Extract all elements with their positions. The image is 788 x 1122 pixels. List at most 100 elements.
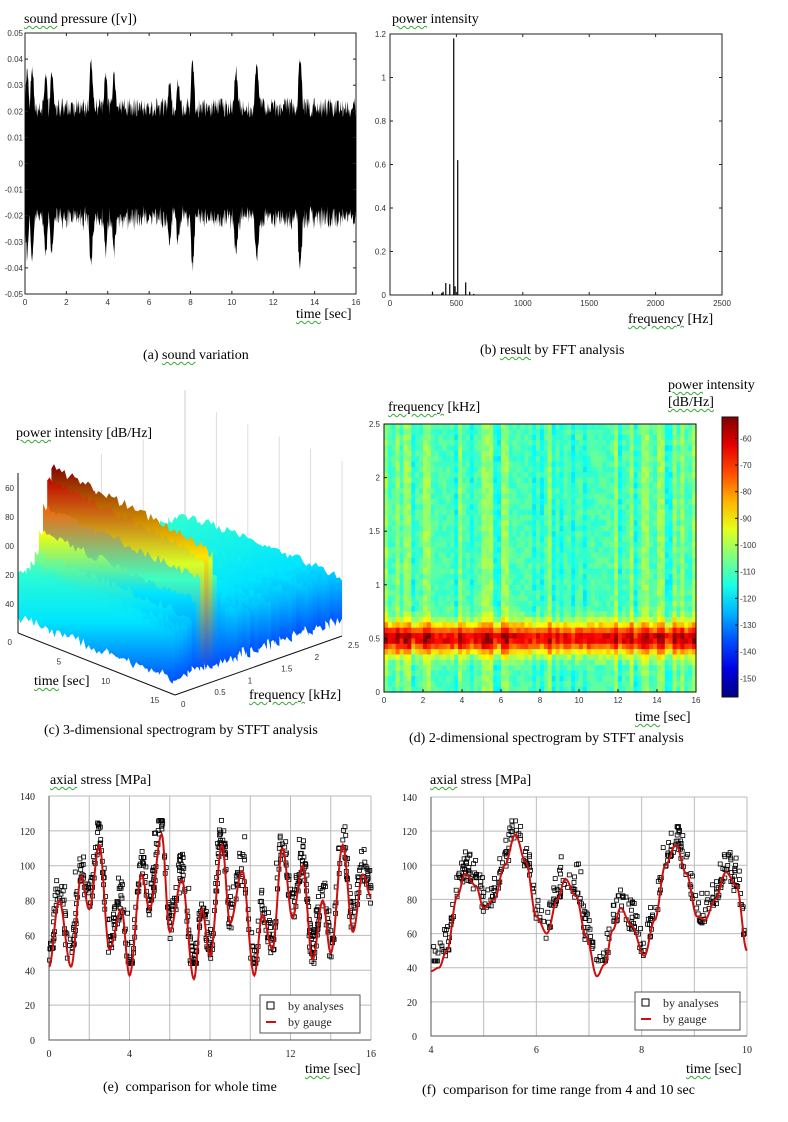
heatmap-cell bbox=[458, 574, 463, 581]
heatmap-cell bbox=[384, 606, 389, 613]
heatmap-cell bbox=[462, 654, 467, 661]
y-tick-label: 0.05 bbox=[7, 29, 23, 38]
heatmap-cell bbox=[602, 622, 607, 629]
heatmap-cell bbox=[512, 525, 518, 532]
heatmap-cell bbox=[641, 606, 646, 613]
heatmap-cell bbox=[430, 643, 436, 650]
heatmap-cell bbox=[594, 541, 600, 548]
heatmap-cell bbox=[395, 665, 401, 672]
heatmap-cell bbox=[547, 499, 553, 505]
heatmap-cell bbox=[438, 445, 444, 452]
heatmap-cell bbox=[516, 638, 522, 645]
heatmap-cell bbox=[676, 504, 681, 511]
heatmap-cell bbox=[692, 424, 697, 430]
heatmap-cell bbox=[657, 638, 662, 645]
heatmap-cell bbox=[419, 600, 424, 607]
heatmap-cell bbox=[423, 568, 428, 575]
heatmap-cell bbox=[676, 547, 681, 554]
heatmap-cell bbox=[680, 434, 685, 441]
heatmap-cell bbox=[598, 638, 603, 645]
heatmap-cell bbox=[567, 493, 572, 500]
heatmap-cell bbox=[633, 509, 639, 516]
heatmap-cell bbox=[606, 574, 611, 581]
heatmap-cell bbox=[403, 633, 408, 639]
heatmap-cell bbox=[684, 440, 689, 447]
heatmap-cell bbox=[442, 616, 447, 623]
heatmap-cell bbox=[465, 461, 471, 468]
time-tick-label: 15 bbox=[150, 696, 159, 705]
heatmap-cell bbox=[692, 681, 697, 688]
heatmap-cell bbox=[684, 493, 689, 500]
heatmap-cell bbox=[465, 504, 471, 511]
heatmap-cell bbox=[618, 531, 623, 538]
heatmap-cell bbox=[403, 472, 408, 479]
heatmap-cell bbox=[473, 515, 479, 522]
heatmap-cell bbox=[504, 515, 510, 522]
heatmap-cell bbox=[497, 633, 502, 639]
heatmap-cell bbox=[586, 456, 592, 463]
heatmap-cell bbox=[512, 665, 518, 672]
heatmap-cell bbox=[621, 595, 627, 602]
heatmap-cell bbox=[465, 525, 471, 532]
heatmap-cell bbox=[692, 525, 697, 532]
heatmap-cell bbox=[590, 670, 596, 677]
heatmap-cell bbox=[598, 681, 603, 688]
heatmap-cell bbox=[559, 606, 564, 613]
heatmap-cell bbox=[524, 616, 529, 623]
heatmap-cell bbox=[473, 541, 479, 548]
heatmap-cell bbox=[586, 590, 592, 597]
heatmap-cell bbox=[454, 493, 459, 500]
heatmap-cell bbox=[555, 461, 561, 468]
heatmap-cell bbox=[602, 675, 607, 682]
heatmap-cell bbox=[528, 579, 533, 586]
heatmap-cell bbox=[387, 440, 393, 447]
heatmap-cell bbox=[384, 440, 389, 447]
heatmap-cell bbox=[508, 686, 514, 693]
heatmap-cell bbox=[497, 590, 502, 597]
heatmap-cell bbox=[481, 563, 486, 570]
heatmap-cell bbox=[563, 611, 568, 618]
heatmap-cell bbox=[403, 536, 408, 543]
heatmap-cell bbox=[602, 445, 607, 452]
heatmap-cell bbox=[610, 606, 615, 613]
heatmap-cell bbox=[649, 638, 654, 645]
heatmap-cell bbox=[594, 429, 600, 436]
heatmap-cell bbox=[438, 472, 444, 479]
heatmap-cell bbox=[450, 541, 455, 548]
heatmap-cell bbox=[532, 493, 537, 500]
heatmap-cell bbox=[508, 552, 514, 559]
heatmap-cell bbox=[579, 595, 584, 602]
heatmap-cell bbox=[419, 622, 424, 629]
heatmap-cell bbox=[524, 472, 529, 479]
heatmap-cell bbox=[614, 675, 619, 682]
heatmap-cell bbox=[551, 450, 557, 457]
heatmap-cell bbox=[602, 520, 607, 527]
heatmap-cell bbox=[411, 611, 416, 618]
heatmap-cell bbox=[493, 482, 498, 489]
heatmap-cell bbox=[419, 547, 424, 554]
heatmap-cell bbox=[395, 482, 401, 489]
heatmap-cell bbox=[606, 595, 611, 602]
chart-d-xlabel: time [sec] bbox=[635, 710, 691, 726]
heatmap-cell bbox=[629, 595, 635, 602]
heatmap-cell bbox=[540, 424, 545, 430]
heatmap-cell bbox=[555, 633, 561, 639]
heatmap-cell bbox=[532, 643, 537, 650]
heatmap-cell bbox=[415, 504, 420, 511]
heatmap-cell bbox=[415, 665, 420, 672]
heatmap-cell bbox=[606, 525, 611, 532]
heatmap-cell bbox=[625, 547, 631, 554]
heatmap-cell bbox=[637, 504, 642, 511]
heatmap-cell bbox=[469, 568, 475, 575]
chart-b-xlabel-rest: [Hz] bbox=[687, 312, 714, 327]
heatmap-cell bbox=[473, 638, 479, 645]
heatmap-cell bbox=[485, 488, 490, 495]
heatmap-cell bbox=[610, 488, 615, 495]
heatmap-cell bbox=[501, 649, 506, 656]
heatmap-cell bbox=[610, 477, 615, 484]
heatmap-cell bbox=[520, 493, 525, 500]
heatmap-cell bbox=[469, 611, 475, 618]
heatmap-cell bbox=[395, 659, 401, 666]
heatmap-cell bbox=[547, 675, 553, 682]
